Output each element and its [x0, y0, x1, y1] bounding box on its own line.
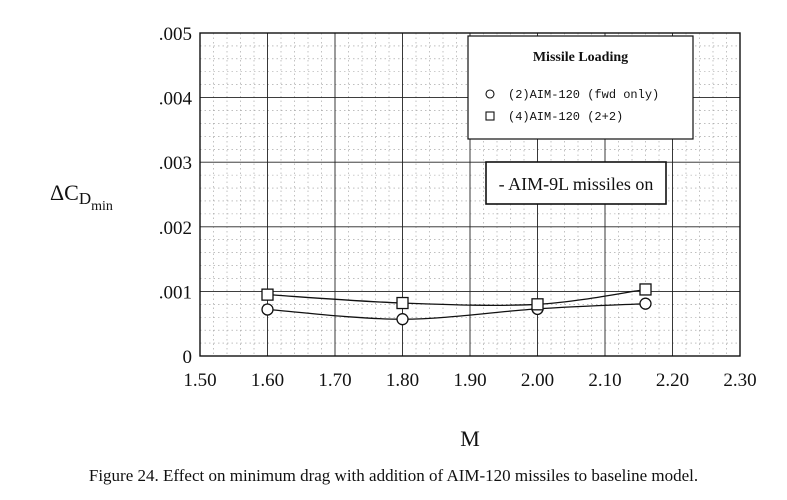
x-tick-label: 2.00 — [521, 370, 554, 391]
y-tick-label: .003 — [159, 153, 192, 174]
x-tick-label: 2.20 — [656, 370, 689, 391]
x-tick-label: 1.60 — [251, 370, 284, 391]
y-tick-label: .002 — [159, 218, 192, 239]
data-point-square — [261, 288, 274, 301]
y-tick-label: .005 — [159, 24, 192, 45]
legend-marker-square — [485, 111, 495, 121]
y-axis-title: ΔCDmin — [50, 180, 113, 214]
data-point-square — [531, 298, 544, 311]
series-line-1 — [267, 303, 646, 320]
legend-box — [467, 35, 694, 140]
series-line-2 — [267, 288, 646, 306]
annotation-text: - AIM-9L missiles on — [499, 174, 654, 194]
y-axis-title-main: ΔC — [50, 180, 79, 205]
y-tick-label: .001 — [159, 282, 192, 303]
data-point-circle — [261, 303, 274, 316]
axis-labels: M ΔCDmin — [50, 180, 480, 451]
y-tick-label: 0 — [183, 347, 193, 368]
axes: 1.50 1.60 1.70 1.80 1.90 2.00 2.10 2.20 2.30 0 .00… — [159, 24, 757, 391]
y-tick-label: .004 — [159, 89, 193, 110]
x-tick-label: 1.50 — [183, 370, 216, 391]
y-axis-title-sub-min: min — [91, 199, 113, 214]
legend-entry-label: (2)AIM-120 (fwd only) — [508, 88, 659, 102]
y-axis-title-sub-d: D — [79, 189, 91, 208]
series — [261, 283, 652, 326]
x-tick-label: 1.70 — [318, 370, 351, 391]
x-tick-label: 2.30 — [723, 370, 756, 391]
annotation-box — [485, 161, 667, 205]
x-axis-title: M — [460, 426, 480, 451]
data-point-square — [396, 296, 409, 310]
x-tick-label: 1.80 — [386, 370, 419, 391]
plot-frame — [199, 32, 741, 357]
annotation: - AIM-9L missiles on — [485, 161, 667, 205]
legend-entry-label: (4)AIM-120 (2+2) — [508, 110, 623, 124]
legend-title: Missile Loading — [533, 50, 628, 65]
data-point-circle — [639, 297, 652, 310]
x-tick-label: 2.10 — [588, 370, 621, 391]
x-tick-label: 1.90 — [453, 370, 486, 391]
figure-caption: Figure 24. Effect on minimum drag with a… — [88, 466, 699, 485]
data-point-square — [639, 283, 652, 296]
data-point-circle — [396, 313, 409, 326]
legend-marker-circle — [485, 89, 495, 99]
legend: Missile Loading (2)AIM-120 (fwd only) (4)… — [467, 35, 694, 140]
